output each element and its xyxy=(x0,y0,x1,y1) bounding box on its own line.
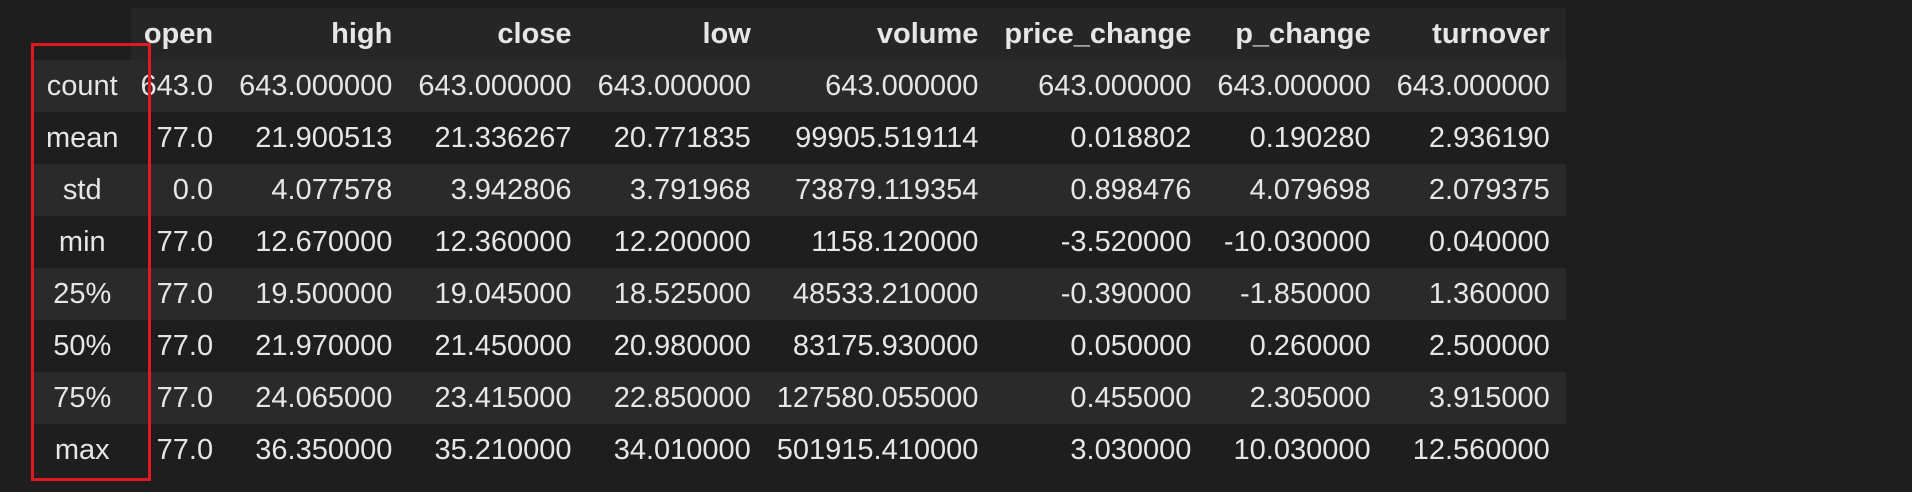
cell-p-change: 0.260000 xyxy=(1207,320,1387,372)
cell-turnover: 1.360000 xyxy=(1386,268,1566,320)
cell-low: 643.000000 xyxy=(587,60,767,112)
cell-volume: 643.000000 xyxy=(766,60,995,112)
cell-price-change: 3.030000 xyxy=(994,424,1208,476)
cell-high: 21.900513 xyxy=(229,112,409,164)
cell-volume: 99905.519114 xyxy=(766,112,995,164)
cell-close: 23.415000 xyxy=(408,372,588,424)
cell-high: 19.500000 xyxy=(229,268,409,320)
table-row: 75% 77.0 24.065000 23.415000 22.850000 127580… xyxy=(34,372,1566,424)
row-index-label: mean xyxy=(34,112,131,164)
column-header-close: close xyxy=(408,8,588,60)
cell-close: 643.000000 xyxy=(408,60,588,112)
cell-low: 20.771835 xyxy=(587,112,767,164)
table-row: mean 77.0 21.900513 21.336267 20.771835 99905… xyxy=(34,112,1566,164)
cell-price-change: 0.455000 xyxy=(994,372,1208,424)
cell-close: 3.942806 xyxy=(408,164,588,216)
describe-table: open high close low volume price_change … xyxy=(34,8,1566,476)
cell-open: 643.0 xyxy=(130,60,230,112)
table-row: 25% 77.0 19.500000 19.045000 18.525000 48533.… xyxy=(34,268,1566,320)
cell-volume: 48533.210000 xyxy=(766,268,995,320)
cell-price-change: -0.390000 xyxy=(994,268,1208,320)
cell-open: 77.0 xyxy=(130,424,230,476)
cell-low: 22.850000 xyxy=(587,372,767,424)
cell-close: 21.450000 xyxy=(408,320,588,372)
column-header-open: open xyxy=(130,8,230,60)
header-row: open high close low volume price_change … xyxy=(34,8,1566,60)
row-index-label: 50% xyxy=(34,320,131,372)
column-header-turnover: turnover xyxy=(1386,8,1566,60)
cell-turnover: 0.040000 xyxy=(1386,216,1566,268)
cell-low: 20.980000 xyxy=(587,320,767,372)
index-header xyxy=(34,8,131,60)
column-header-high: high xyxy=(229,8,409,60)
column-header-low: low xyxy=(587,8,767,60)
cell-low: 12.200000 xyxy=(587,216,767,268)
cell-open: 77.0 xyxy=(130,372,230,424)
cell-p-change: 4.079698 xyxy=(1207,164,1387,216)
cell-volume: 1158.120000 xyxy=(766,216,995,268)
cell-open: 0.0 xyxy=(130,164,230,216)
row-index-label: max xyxy=(34,424,131,476)
cell-close: 12.360000 xyxy=(408,216,588,268)
table-row: std 0.0 4.077578 3.942806 3.791968 73879.1193… xyxy=(34,164,1566,216)
cell-high: 12.670000 xyxy=(229,216,409,268)
cell-price-change: 0.898476 xyxy=(994,164,1208,216)
row-index-label: 75% xyxy=(34,372,131,424)
table-row: count 643.0 643.000000 643.000000 643.000000… xyxy=(34,60,1566,112)
cell-turnover: 2.500000 xyxy=(1386,320,1566,372)
cell-turnover: 643.000000 xyxy=(1386,60,1566,112)
cell-low: 3.791968 xyxy=(587,164,767,216)
cell-p-change: 2.305000 xyxy=(1207,372,1387,424)
column-header-p-change: p_change xyxy=(1207,8,1387,60)
table-row: 50% 77.0 21.970000 21.450000 20.980000 83175.… xyxy=(34,320,1566,372)
cell-price-change: 643.000000 xyxy=(994,60,1208,112)
cell-high: 24.065000 xyxy=(229,372,409,424)
cell-close: 21.336267 xyxy=(408,112,588,164)
cell-p-change: 643.000000 xyxy=(1207,60,1387,112)
cell-low: 18.525000 xyxy=(587,268,767,320)
cell-turnover: 12.560000 xyxy=(1386,424,1566,476)
cell-price-change: 0.018802 xyxy=(994,112,1208,164)
cell-p-change: -1.850000 xyxy=(1207,268,1387,320)
cell-p-change: 0.190280 xyxy=(1207,112,1387,164)
cell-close: 35.210000 xyxy=(408,424,588,476)
cell-price-change: -3.520000 xyxy=(994,216,1208,268)
cell-volume: 73879.119354 xyxy=(766,164,995,216)
table-body: count 643.0 643.000000 643.000000 643.000000… xyxy=(34,60,1566,476)
column-header-price-change: price_change xyxy=(994,8,1208,60)
cell-high: 643.000000 xyxy=(229,60,409,112)
cell-volume: 127580.055000 xyxy=(766,372,995,424)
cell-close: 19.045000 xyxy=(408,268,588,320)
row-index-label: 25% xyxy=(34,268,131,320)
cell-p-change: -10.030000 xyxy=(1207,216,1387,268)
cell-turnover: 3.915000 xyxy=(1386,372,1566,424)
cell-open: 77.0 xyxy=(130,320,230,372)
cell-price-change: 0.050000 xyxy=(994,320,1208,372)
row-index-label: min xyxy=(34,216,131,268)
cell-high: 21.970000 xyxy=(229,320,409,372)
cell-turnover: 2.079375 xyxy=(1386,164,1566,216)
cell-open: 77.0 xyxy=(130,268,230,320)
table-row: max 77.0 36.350000 35.210000 34.010000 501915… xyxy=(34,424,1566,476)
cell-high: 4.077578 xyxy=(229,164,409,216)
cell-low: 34.010000 xyxy=(587,424,767,476)
table-row: min 77.0 12.670000 12.360000 12.200000 1158.1… xyxy=(34,216,1566,268)
cell-open: 77.0 xyxy=(130,112,230,164)
cell-turnover: 2.936190 xyxy=(1386,112,1566,164)
cell-open: 77.0 xyxy=(130,216,230,268)
row-index-label: std xyxy=(34,164,131,216)
cell-volume: 501915.410000 xyxy=(766,424,995,476)
row-index-label: count xyxy=(34,60,131,112)
cell-volume: 83175.930000 xyxy=(766,320,995,372)
cell-p-change: 10.030000 xyxy=(1207,424,1387,476)
cell-high: 36.350000 xyxy=(229,424,409,476)
column-header-volume: volume xyxy=(766,8,995,60)
